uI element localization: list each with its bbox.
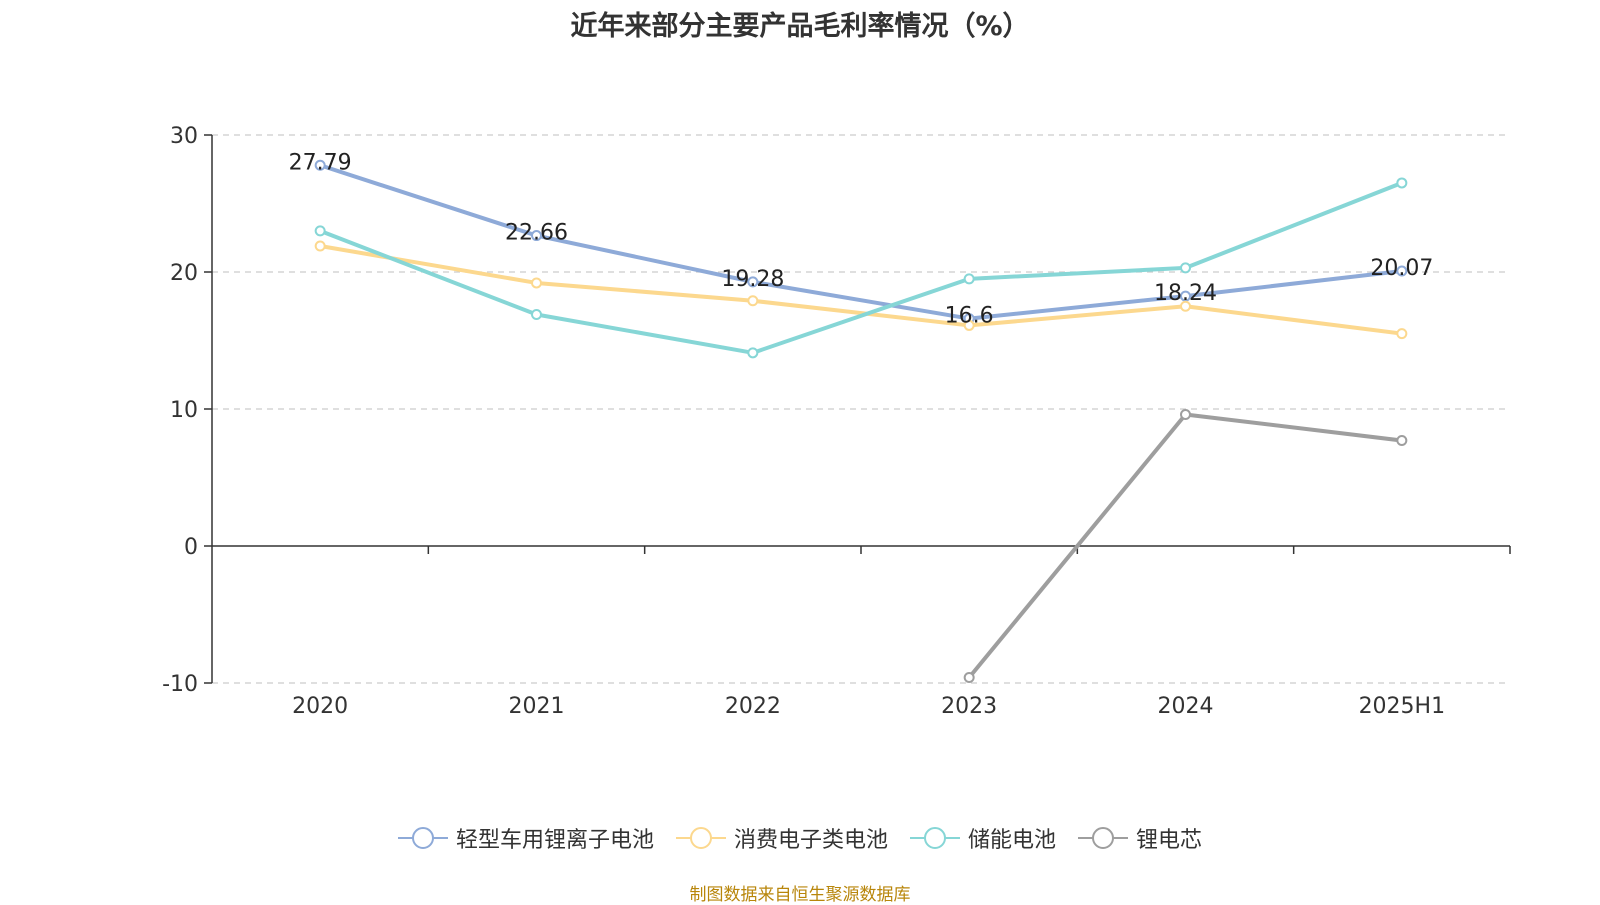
data-label: 18.24 (1154, 281, 1217, 306)
y-tick-label: 10 (170, 398, 198, 423)
x-tick-label: 2022 (725, 694, 781, 719)
data-point (1180, 300, 1191, 312)
x-tick-label: 2024 (1158, 694, 1214, 719)
data-point (314, 225, 326, 237)
data-point (747, 347, 759, 359)
y-tick-label: 20 (170, 261, 198, 286)
data-point (531, 308, 542, 320)
legend-marker-icon (1078, 827, 1129, 849)
data-label: 16.6 (945, 304, 994, 329)
legend-marker-icon (910, 827, 960, 849)
legend-item[interactable]: 消费电子类电池 (675, 822, 888, 854)
source-note: 制图数据来自恒生聚源数据库 (689, 885, 911, 905)
legend-label: 锂电芯 (1136, 828, 1203, 853)
x-tick-label: 2021 (509, 694, 565, 719)
x-tick-label: 2023 (941, 694, 997, 719)
y-tick-label: 0 (184, 535, 198, 560)
data-label: 19.28 (721, 267, 784, 292)
data-label: 27.79 (289, 150, 352, 175)
legend-item[interactable]: 储能电池 (910, 822, 1056, 854)
y-tick-label: 30 (170, 124, 198, 149)
chart-title: 近年来部分主要产品毛利率情况（%） (570, 11, 1030, 42)
data-point (531, 230, 542, 242)
legend-label: 消费电子类电池 (733, 828, 888, 853)
legend-marker-icon (397, 827, 448, 849)
series-lines (319, 163, 1403, 679)
series-points (314, 159, 1408, 684)
data-point (1180, 408, 1191, 420)
legend-label: 轻型车用锂离子电池 (455, 828, 654, 853)
data-point (963, 319, 975, 331)
data-point (1396, 435, 1408, 447)
data-point (747, 276, 759, 288)
data-point (1180, 262, 1191, 274)
data-point (963, 273, 975, 285)
data-point (963, 672, 975, 684)
data-point (531, 277, 542, 289)
y-tick-label: -10 (162, 672, 198, 697)
data-label: 22.66 (505, 221, 568, 246)
grid-lines (212, 134, 1510, 684)
data-point (1396, 328, 1408, 340)
series-line (319, 181, 1403, 355)
data-point (1396, 177, 1408, 189)
x-tick-label: 2025H1 (1359, 694, 1446, 719)
legend-marker-icon (675, 827, 726, 849)
axes: -10 0 10 20 30 2020 2021 2022 2023 2024 2025H1 (162, 124, 1511, 719)
legend-label: 储能电池 (968, 828, 1057, 853)
data-point (314, 159, 326, 171)
series-line (319, 163, 1403, 321)
data-point (1180, 290, 1191, 302)
data-point (314, 240, 326, 252)
legend-item[interactable]: 锂电芯 (1078, 822, 1202, 854)
legend-item[interactable]: 轻型车用锂离子电池 (397, 822, 654, 854)
series-line (319, 243, 1403, 336)
data-point (747, 295, 759, 307)
data-labels: 27.79 22.66 19.28 16.6 18.24 20.07 (289, 150, 1434, 328)
data-label: 20.07 (1370, 256, 1433, 281)
legend: 轻型车用锂离子电池 消费电子类电池 储能电池 锂电芯 (0, 822, 1600, 854)
data-point (1396, 265, 1408, 277)
x-tick-label: 2020 (292, 694, 348, 719)
